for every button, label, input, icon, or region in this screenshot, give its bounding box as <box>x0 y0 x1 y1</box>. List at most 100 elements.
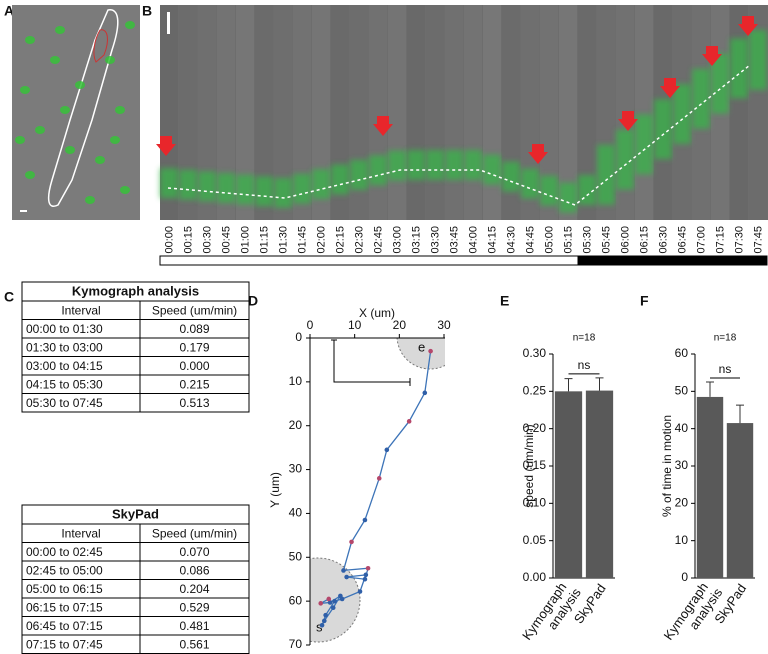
cell <box>15 136 25 144</box>
time-label: 02:30 <box>353 226 365 254</box>
track-point <box>362 576 368 582</box>
kymo-signal <box>502 161 520 192</box>
y-tick-label: 10 <box>289 374 303 388</box>
y-tick-label: 0.15 <box>523 458 547 472</box>
kymo-signal <box>445 150 463 180</box>
y-tick-label: 40 <box>675 421 689 435</box>
cell <box>110 136 120 144</box>
kymo-signal <box>521 168 539 199</box>
panel-label: D <box>248 293 258 309</box>
annotation: s <box>316 619 323 634</box>
kymo-signal <box>673 84 691 144</box>
cell <box>35 126 45 134</box>
time-label: 02:45 <box>372 226 384 254</box>
time-label: 00:30 <box>201 226 213 254</box>
table-cell-text: 0.529 <box>179 600 209 614</box>
time-label: 00:00 <box>163 226 175 254</box>
table-cell-text: 0.204 <box>179 582 209 596</box>
track-point <box>422 390 428 396</box>
table-cell-text: 0.481 <box>179 619 209 633</box>
kymo-signal <box>179 169 197 200</box>
kymo-signal <box>312 169 330 200</box>
track-point <box>428 348 433 354</box>
cell <box>115 106 125 114</box>
table-header: Interval <box>61 303 100 317</box>
time-label: 06:00 <box>619 226 631 254</box>
plot-area <box>310 338 445 643</box>
cell <box>95 156 105 164</box>
kymo-signal <box>464 150 482 180</box>
track-point <box>318 601 324 606</box>
table-title: SkyPad <box>112 506 159 521</box>
y-tick-label: 0.30 <box>523 346 547 360</box>
track-point <box>332 598 337 604</box>
track-point <box>357 589 363 594</box>
kymo-strip <box>217 5 235 220</box>
table-cell-text: 05:00 to 06:15 <box>26 582 103 596</box>
kymo-signal <box>217 173 235 203</box>
table-cell-text: 0.000 <box>179 359 209 373</box>
track-point <box>344 574 349 580</box>
track-point <box>349 539 354 545</box>
kymo-strip <box>540 5 558 220</box>
y-tick-label: 0.25 <box>523 384 547 398</box>
kymo-signal <box>540 175 558 206</box>
annotation: ns <box>719 362 732 376</box>
kymo-signal <box>711 53 729 114</box>
kymo-signal <box>654 99 672 160</box>
y-tick-label: 0 <box>681 570 688 584</box>
kymo-signal <box>293 173 311 204</box>
panel-label: A <box>4 3 14 19</box>
cell <box>105 56 115 64</box>
kymo-strip <box>274 5 292 220</box>
y-tick-label: 0.10 <box>523 496 547 510</box>
y-tick-label: 0.00 <box>523 570 547 584</box>
bar <box>726 423 754 578</box>
time-label: 07:00 <box>695 226 707 254</box>
error-bar <box>564 378 573 392</box>
kymo-signal <box>597 144 615 205</box>
kymo-signal <box>559 182 577 213</box>
table-cell <box>139 393 250 413</box>
x-tick-label: 30 <box>437 318 451 332</box>
time-label: 04:00 <box>467 226 479 254</box>
y-tick-label: 40 <box>289 506 303 520</box>
time-label: 04:45 <box>524 226 536 254</box>
cell <box>85 196 95 204</box>
kymo-signal <box>236 174 254 205</box>
time-label: 07:30 <box>733 226 745 254</box>
kymo-strip <box>369 5 387 220</box>
y-tick-label: 60 <box>289 593 303 607</box>
bar <box>585 390 614 578</box>
time-label: 03:00 <box>391 226 403 254</box>
annotation: e <box>418 339 425 354</box>
kymograph <box>156 5 768 220</box>
time-label: 06:30 <box>657 226 669 254</box>
table-cell-text: 07:15 to 07:45 <box>26 637 103 651</box>
kymo-signal <box>369 155 387 186</box>
table-cell-text: 00:00 to 01:30 <box>26 322 103 336</box>
kymo-signal <box>578 175 596 205</box>
cell <box>120 186 130 194</box>
kymo-strip <box>464 5 482 220</box>
y-tick-label: 50 <box>289 549 303 563</box>
annotation: n=18 <box>714 333 737 344</box>
kymo-signal <box>331 164 349 195</box>
table-cell-text: 0.070 <box>179 545 209 559</box>
table-header: Interval <box>61 526 100 540</box>
time-label: 05:15 <box>562 226 574 254</box>
cell <box>60 106 70 114</box>
arrow <box>738 16 758 36</box>
x-tick-label: 10 <box>348 318 362 332</box>
table-cell-text: 0.086 <box>179 563 209 577</box>
kymo-strip <box>293 5 311 220</box>
kymo-strip <box>407 5 425 220</box>
table-cell-text: 05:30 to 07:45 <box>26 396 103 410</box>
panel-label: B <box>142 3 152 19</box>
cell <box>20 86 30 94</box>
y-tick-label: 30 <box>675 458 689 472</box>
y-tick-label: 30 <box>289 462 303 476</box>
kymo-strip <box>255 5 273 220</box>
time-label: 02:00 <box>315 226 327 254</box>
error-bar <box>706 381 714 397</box>
